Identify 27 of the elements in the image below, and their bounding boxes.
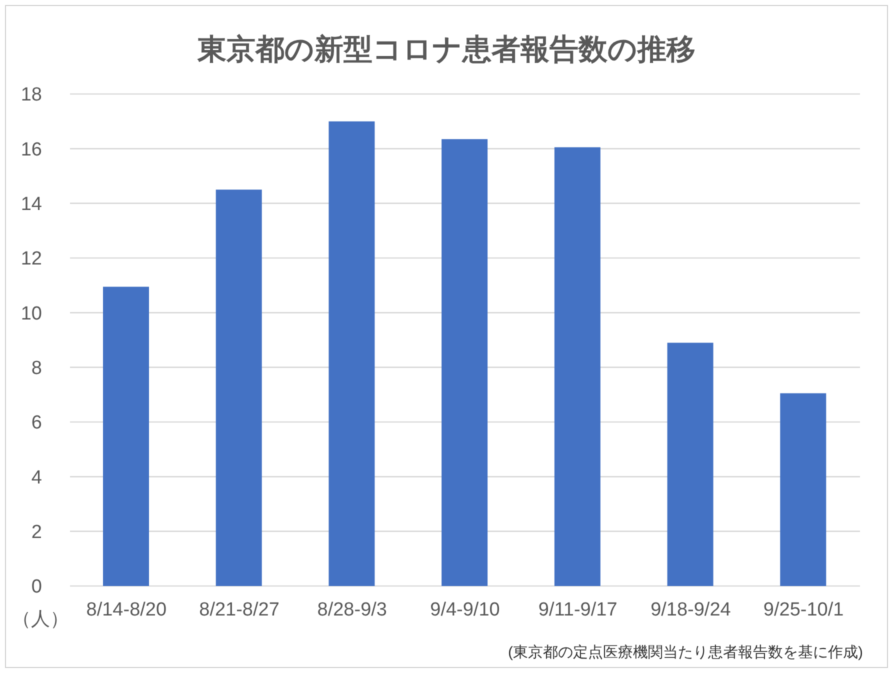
y-tick-label: 16: [20, 139, 42, 160]
y-axis-title: （人）: [12, 608, 69, 632]
bar: [780, 393, 826, 586]
x-tick-label: 8/21-8/27: [199, 599, 280, 620]
y-tick-label: 18: [20, 84, 42, 106]
bar: [216, 190, 262, 586]
y-tick-label: 0: [31, 576, 42, 598]
bar: [554, 147, 600, 586]
chart-title: 東京都の新型コロナ患者報告数の推移: [196, 32, 696, 68]
x-tick-label: 9/4-9/10: [430, 599, 500, 620]
x-tick-label: 9/11-9/17: [538, 599, 618, 620]
x-tick-label: 8/14-8/20: [86, 599, 167, 620]
x-tick-label: 9/25-10/1: [763, 599, 844, 620]
bar: [442, 139, 488, 586]
y-tick-label: 10: [20, 303, 42, 324]
x-tick-label: 8/28-9/3: [317, 599, 388, 620]
y-tick-label: 8: [31, 358, 42, 380]
y-tick-label: 6: [31, 412, 42, 434]
y-tick-label: 4: [31, 467, 42, 488]
y-tick-label: 12: [20, 248, 42, 270]
bar: [103, 286, 149, 586]
bar: [667, 342, 714, 586]
text: (東京都の定点医療機関当たり患者報告数を基に作成): [508, 643, 863, 662]
y-tick-label: 2: [31, 522, 42, 544]
x-tick-label: 9/18-9/24: [650, 599, 732, 620]
bar: [328, 121, 375, 586]
y-tick-label: 14: [20, 194, 42, 216]
